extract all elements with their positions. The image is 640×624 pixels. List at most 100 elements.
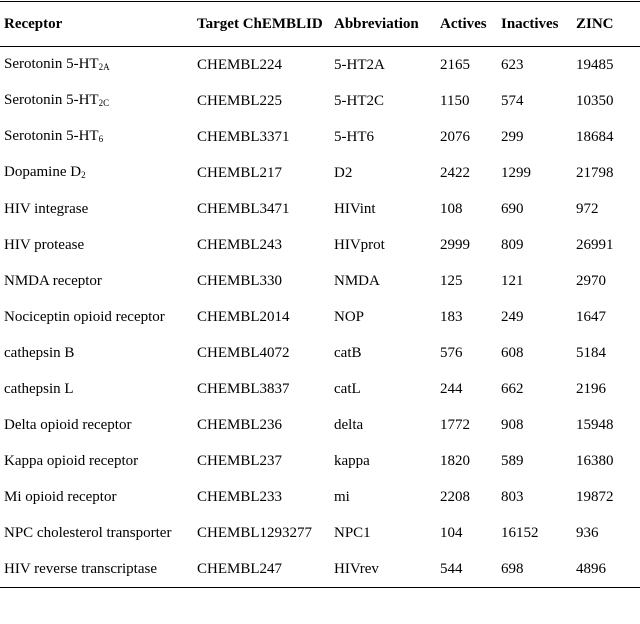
table-cell: 623 xyxy=(501,57,524,73)
table-cell: catB xyxy=(334,345,362,361)
cell-subscript: 6 xyxy=(98,133,104,144)
table-cell: 19485 xyxy=(576,57,614,73)
table-cell: mi xyxy=(334,489,350,505)
table-cell: CHEMBL3371 xyxy=(197,129,290,145)
table-cell: 244 xyxy=(440,381,463,397)
table-cell: CHEMBL4072 xyxy=(197,345,290,361)
table-cell: 2422 xyxy=(440,165,470,181)
table-cell: 589 xyxy=(501,453,524,469)
table-cell: 18684 xyxy=(576,129,614,145)
table-cell: CHEMBL237 xyxy=(197,453,283,469)
table-cell: CHEMBL1293277 xyxy=(197,525,313,541)
table-body: Serotonin 5-HT2A CHEMBL224 5-HT2A 2165 623 19… xyxy=(0,47,640,588)
cell-subscript: 2A xyxy=(98,61,110,72)
table-cell: Delta opioid receptor xyxy=(4,417,132,433)
table-row: Dopamine D2 CHEMBL217 D2 2422 1299 21798 xyxy=(0,155,640,191)
table-cell: 5-HT6 xyxy=(334,129,374,145)
table-cell: 803 xyxy=(501,489,524,505)
table-cell: CHEMBL236 xyxy=(197,417,283,433)
column-header: Inactives xyxy=(497,1,572,47)
cell-text: Serotonin 5-HT xyxy=(4,55,99,72)
cell-text: Serotonin 5-HT xyxy=(4,127,99,144)
table-cell: 1647 xyxy=(576,309,606,325)
column-header: ZINC xyxy=(572,1,640,47)
table-cell: 908 xyxy=(501,417,524,433)
table-cell: Kappa opioid receptor xyxy=(4,453,139,469)
table-cell: 809 xyxy=(501,237,524,253)
table-cell: HIV reverse transcriptase xyxy=(0,551,193,588)
table-row: HIV integrase CHEMBL3471 HIVint 108 690 972 xyxy=(0,191,640,227)
table-row: Kappa opioid receptor CHEMBL237 kappa 1820 5… xyxy=(0,443,640,479)
cell-subscript: 2C xyxy=(98,97,110,108)
column-header: Receptor xyxy=(0,1,193,47)
table-cell: 936 xyxy=(576,525,599,541)
table-cell: 1820 xyxy=(440,453,470,469)
table-cell: 2076 xyxy=(440,129,470,145)
table-cell: 544 xyxy=(436,551,497,588)
header-row: Receptor Target ChEMBLID Abbreviation Activ… xyxy=(0,1,640,47)
table-cell: CHEMBL3837 xyxy=(197,381,290,397)
table-cell: Serotonin 5-HT2A xyxy=(0,47,193,84)
table-cell: CHEMBL2014 xyxy=(197,309,290,325)
table-cell: 698 xyxy=(497,551,572,588)
table-cell: CHEMBL3471 xyxy=(197,201,290,217)
table-cell: 2970 xyxy=(576,273,606,289)
table-cell: HIVrev xyxy=(330,551,436,588)
table-cell: CHEMBL233 xyxy=(197,489,283,505)
table-row: Serotonin 5-HT6 CHEMBL3371 5-HT6 2076 299 186… xyxy=(0,119,640,155)
data-table: Receptor Target ChEMBLID Abbreviation Activ… xyxy=(0,1,640,588)
table-row: Serotonin 5-HT2C CHEMBL225 5-HT2C 1150 574 10… xyxy=(0,83,640,119)
table-cell: 2208 xyxy=(440,489,470,505)
table-cell: 121 xyxy=(501,273,524,289)
column-header: Abbreviation xyxy=(330,1,436,47)
table-row: NPC cholesterol transporter CHEMBL1293277… xyxy=(0,515,640,551)
table-cell: 16152 xyxy=(501,525,539,541)
table-cell: NPC cholesterol transporter xyxy=(4,525,172,541)
table-header: Receptor Target ChEMBLID Abbreviation Activ… xyxy=(0,1,640,47)
table-cell: 5184 xyxy=(576,345,606,361)
table-cell: 19872 xyxy=(576,489,614,505)
table-row: Nociceptin opioid receptor CHEMBL2014 NOP 1… xyxy=(0,299,640,335)
table-cell: 5-HT2C xyxy=(334,93,384,109)
table-cell: 608 xyxy=(501,345,524,361)
table-cell: HIV protease xyxy=(4,237,85,253)
table-cell: NMDA receptor xyxy=(4,273,102,289)
table-cell: Nociceptin opioid receptor xyxy=(4,309,165,325)
table-row: cathepsin B CHEMBL4072 catB 576 608 5184 xyxy=(0,335,640,371)
table-cell: catL xyxy=(334,381,361,397)
table-cell: 1150 xyxy=(440,93,470,109)
table-row: Delta opioid receptor CHEMBL236 delta 1772 9… xyxy=(0,407,640,443)
table-cell: Serotonin 5-HT6 xyxy=(0,119,193,155)
table-row: cathepsin L CHEMBL3837 catL 244 662 2196 xyxy=(0,371,640,407)
table-cell: 5-HT2A xyxy=(334,57,385,73)
table-cell: NOP xyxy=(334,309,365,325)
table-cell: 125 xyxy=(440,273,463,289)
table-cell: 690 xyxy=(501,201,524,217)
table-cell: 1299 xyxy=(501,165,531,181)
table-cell: Dopamine D2 xyxy=(0,155,193,191)
column-header: Target ChEMBLID xyxy=(193,1,330,47)
table-cell: cathepsin L xyxy=(4,381,74,397)
table-cell: CHEMBL243 xyxy=(197,237,283,253)
table-row: Serotonin 5-HT2A CHEMBL224 5-HT2A 2165 623 19… xyxy=(0,47,640,84)
table-cell: D2 xyxy=(334,165,353,181)
table-cell: 662 xyxy=(501,381,524,397)
table-cell: CHEMBL330 xyxy=(197,273,283,289)
table-cell: 15948 xyxy=(576,417,614,433)
table-cell: CHEMBL224 xyxy=(197,57,283,73)
table-cell: 108 xyxy=(440,201,463,217)
table-cell: 2196 xyxy=(576,381,606,397)
table-cell: Serotonin 5-HT2C xyxy=(0,83,193,119)
table-cell: NPC1 xyxy=(334,525,371,541)
table-cell: Mi opioid receptor xyxy=(4,489,117,505)
table-cell: 16380 xyxy=(576,453,614,469)
table-cell: 10350 xyxy=(576,93,614,109)
table-cell: 249 xyxy=(501,309,524,325)
cell-text: Dopamine D xyxy=(4,163,82,180)
table-row: HIV reverse transcriptase CHEMBL247 HIVrev… xyxy=(0,551,640,588)
table-cell: HIVint xyxy=(334,201,376,217)
table-cell: CHEMBL217 xyxy=(197,165,283,181)
table-row: Mi opioid receptor CHEMBL233 mi 2208 803 1987… xyxy=(0,479,640,515)
table-cell: 104 xyxy=(440,525,463,541)
